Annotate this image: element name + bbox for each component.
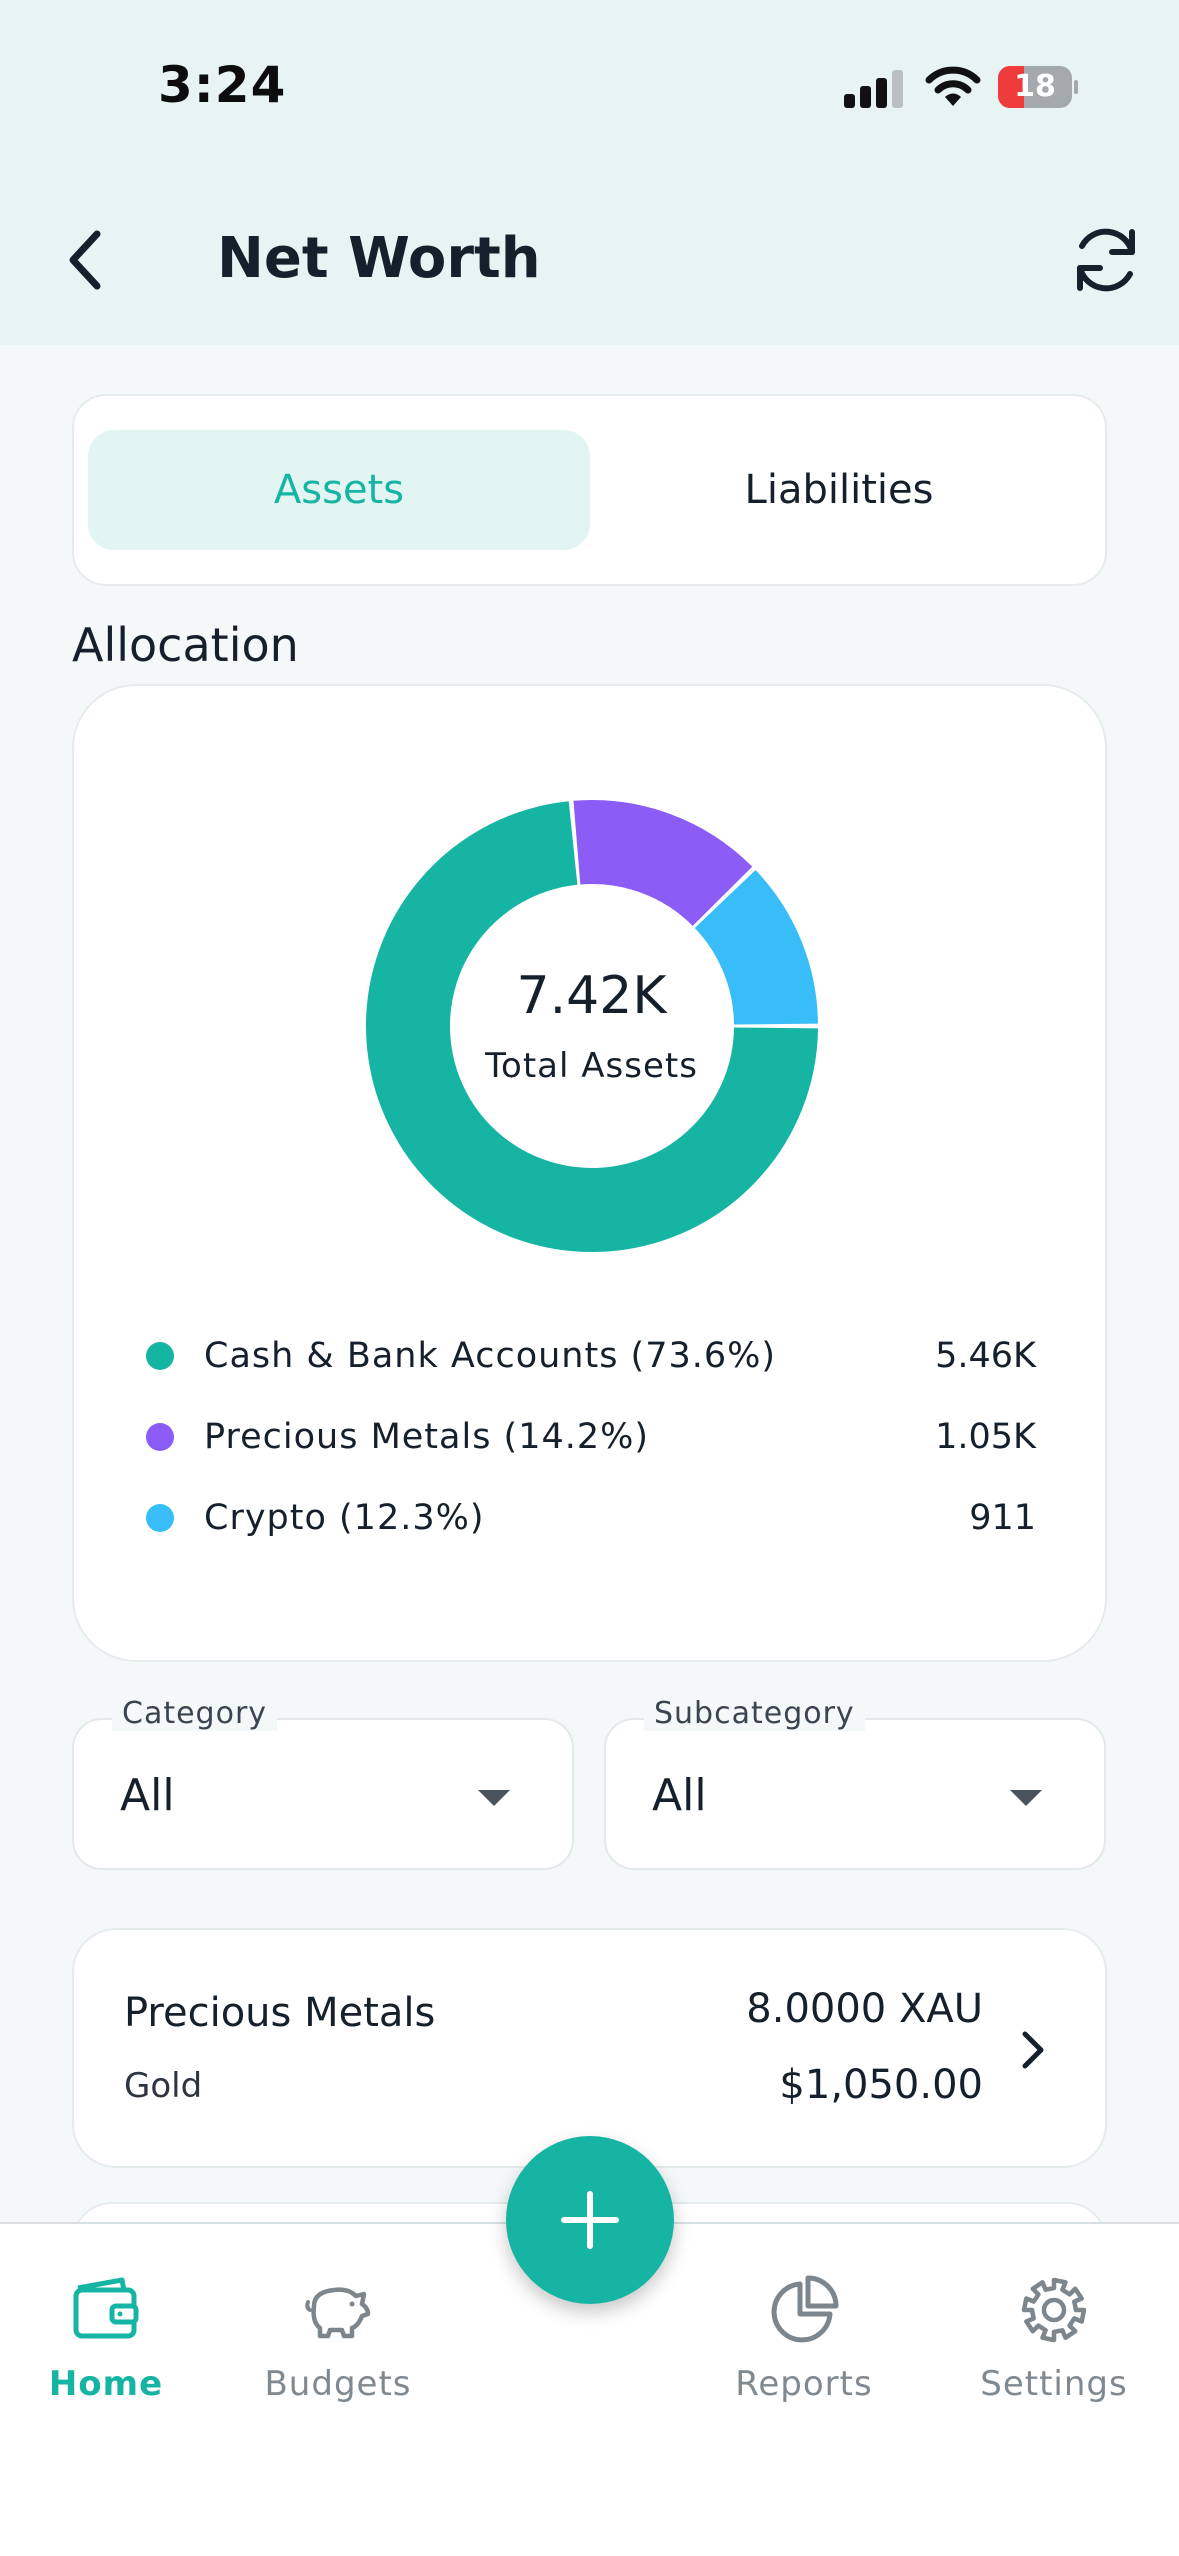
cellular-signal-icon xyxy=(844,70,903,108)
pie-chart-icon xyxy=(771,2275,839,2343)
gear-icon xyxy=(1021,2277,1087,2343)
legend-item: Cash & Bank Accounts (73.6%) 5.46K xyxy=(146,1326,1036,1386)
category-dropdown[interactable]: Category All xyxy=(72,1696,574,1870)
asset-quantity: 8.0000 XAU xyxy=(746,1986,983,2032)
nav-home[interactable]: Home xyxy=(0,2272,216,2422)
refresh-icon[interactable] xyxy=(1068,222,1144,298)
legend-dot xyxy=(146,1423,174,1451)
piggy-bank-icon xyxy=(305,2287,371,2339)
subcategory-label: Subcategory xyxy=(644,1696,865,1731)
nav-reports[interactable]: Reports xyxy=(694,2272,914,2422)
chevron-right-icon xyxy=(1022,2031,1044,2069)
asset-subcategory: Gold xyxy=(124,2066,203,2106)
battery-icon: 18 xyxy=(998,66,1078,108)
legend-value: 5.46K xyxy=(935,1336,1036,1376)
asset-item-card[interactable]: Precious Metals Gold 8.0000 XAU $1,050.0… xyxy=(72,1928,1107,2168)
status-time: 3:24 xyxy=(158,56,287,114)
wifi-icon xyxy=(925,66,981,106)
legend-label: Cash & Bank Accounts (73.6%) xyxy=(204,1336,777,1376)
donut-segment xyxy=(573,800,753,927)
wallet-icon xyxy=(73,2277,139,2339)
tab-assets[interactable]: Assets xyxy=(88,430,590,550)
battery-level: 18 xyxy=(1014,69,1056,104)
header-area: 3:24 18 Net Worth xyxy=(0,0,1179,345)
legend-label: Precious Metals (14.2%) xyxy=(204,1417,650,1457)
legend-item: Precious Metals (14.2%) 1.05K xyxy=(146,1407,1036,1467)
legend-dot xyxy=(146,1342,174,1370)
chevron-left-icon xyxy=(69,230,101,290)
category-label: Category xyxy=(112,1696,278,1731)
category-value: All xyxy=(120,1770,175,1821)
nav-settings-label: Settings xyxy=(980,2364,1128,2404)
tab-liabilities[interactable]: Liabilities xyxy=(744,467,934,513)
dropdown-arrow-icon xyxy=(478,1790,510,1806)
nav-reports-label: Reports xyxy=(735,2364,873,2404)
back-button[interactable] xyxy=(50,218,120,302)
legend-value: 911 xyxy=(969,1498,1036,1538)
legend-dot xyxy=(146,1504,174,1532)
donut-segment xyxy=(694,870,818,1026)
plus-icon xyxy=(561,2191,619,2249)
page-title: Net Worth xyxy=(217,226,541,291)
allocation-card: 7.42K Total Assets Cash & Bank Accounts … xyxy=(72,684,1107,1662)
add-button[interactable] xyxy=(506,2136,674,2304)
legend-item: Crypto (12.3%) 911 xyxy=(146,1488,1036,1548)
legend-label: Crypto (12.3%) xyxy=(204,1498,485,1538)
subcategory-value: All xyxy=(652,1770,707,1821)
allocation-heading: Allocation xyxy=(72,618,299,672)
total-assets-value: 7.42K xyxy=(516,966,667,1026)
assets-liabilities-toggle: Assets Liabilities xyxy=(72,394,1107,586)
allocation-donut-chart xyxy=(366,800,818,1252)
dropdown-arrow-icon xyxy=(1010,1790,1042,1806)
nav-budgets-label: Budgets xyxy=(264,2364,412,2404)
asset-category: Precious Metals xyxy=(124,1990,436,2036)
nav-budgets[interactable]: Budgets xyxy=(228,2272,448,2422)
total-assets-label: Total Assets xyxy=(485,1046,698,1086)
legend-value: 1.05K xyxy=(935,1417,1036,1457)
nav-home-label: Home xyxy=(48,2364,164,2404)
nav-settings[interactable]: Settings xyxy=(944,2272,1164,2422)
donut-segment xyxy=(366,801,818,1252)
subcategory-dropdown[interactable]: Subcategory All xyxy=(604,1696,1106,1870)
asset-value: $1,050.00 xyxy=(779,2062,983,2108)
